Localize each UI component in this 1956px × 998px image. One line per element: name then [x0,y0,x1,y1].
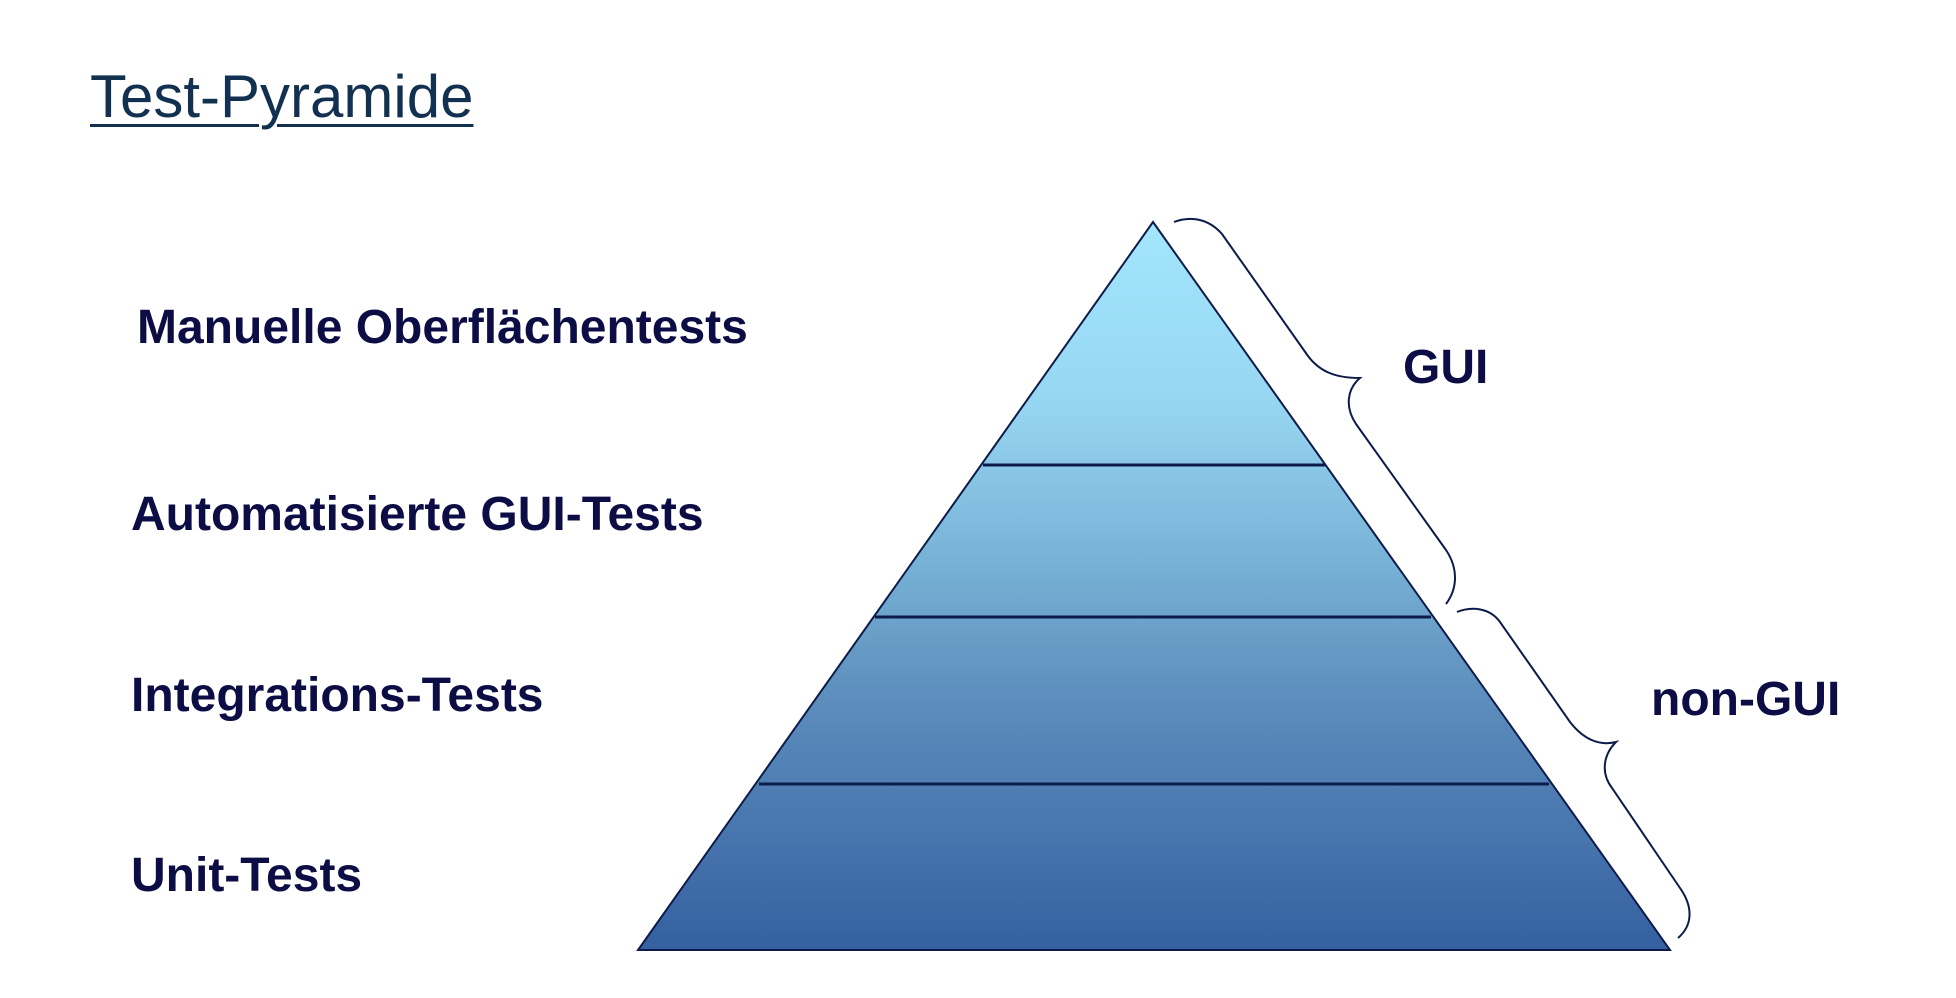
layer-label-manual-ui-tests: Manuelle Oberflächentests [137,301,748,354]
layer-label-integration-tests: Integrations-Tests [131,669,544,722]
non-gui-brace [1456,607,1691,939]
pyramid-body [636,220,1672,951]
group-label-non-gui: non-GUI [1651,673,1841,726]
layer-label-automated-gui-tests: Automatisierte GUI-Tests [131,488,704,541]
group-label-gui: GUI [1403,341,1489,394]
page-title: Test-Pyramide [90,63,474,130]
layer-label-unit-tests: Unit-Tests [131,849,363,902]
gui-brace [1173,217,1456,605]
